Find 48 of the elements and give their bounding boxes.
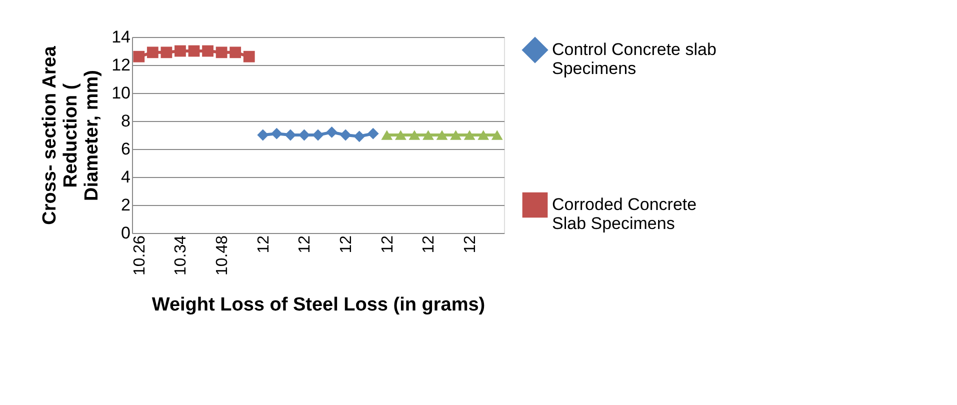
point [491, 130, 503, 140]
y-tick-label: 8 [121, 112, 130, 130]
point [354, 130, 366, 142]
point [188, 45, 200, 57]
y-tick-label: 0 [121, 224, 130, 242]
x-axis-title: Weight Loss of Steel Loss (in grams) [152, 294, 486, 316]
point [230, 46, 242, 58]
point [202, 45, 214, 57]
x-tick-label: 12 [420, 235, 438, 254]
y-tick-label: 6 [121, 140, 130, 158]
point [464, 130, 476, 140]
point [257, 129, 269, 141]
point [160, 46, 172, 58]
x-tick-label: 10.48 [214, 235, 232, 276]
point [174, 45, 186, 57]
point [408, 130, 420, 140]
y-axis-title: Cross- section Area Reduction ( Diameter, mm) [40, 46, 103, 225]
point [270, 128, 282, 140]
point [394, 130, 406, 140]
x-tick-label: 12 [462, 235, 480, 254]
x-tick-label: 10.26 [131, 235, 148, 276]
y-tick-label: 10 [112, 84, 130, 102]
point [146, 46, 158, 58]
y-tick-label: 14 [112, 28, 130, 46]
y-tick-label: 12 [112, 56, 130, 74]
x-tick-label: 12 [379, 235, 396, 254]
point [340, 129, 352, 141]
point [216, 46, 228, 58]
point [284, 129, 296, 141]
point [367, 128, 379, 140]
point [450, 130, 462, 140]
point [436, 130, 448, 140]
point [381, 130, 393, 140]
point [133, 50, 145, 62]
legend-label: Control Concrete slab Specimens [552, 40, 716, 78]
point [326, 126, 338, 138]
x-tick-label: 12 [338, 235, 356, 254]
point [298, 129, 310, 141]
x-tick-label: 12 [296, 235, 314, 254]
x-tick-label: 12 [255, 235, 272, 254]
point [312, 129, 324, 141]
x-tick-label: 10.34 [172, 235, 190, 276]
point [478, 130, 490, 140]
point [243, 50, 255, 62]
y-tick-label: 4 [121, 168, 130, 186]
legend-label: Corroded Concrete Slab Specimens [552, 195, 697, 233]
point [422, 130, 434, 140]
y-tick-label: 2 [121, 196, 130, 214]
